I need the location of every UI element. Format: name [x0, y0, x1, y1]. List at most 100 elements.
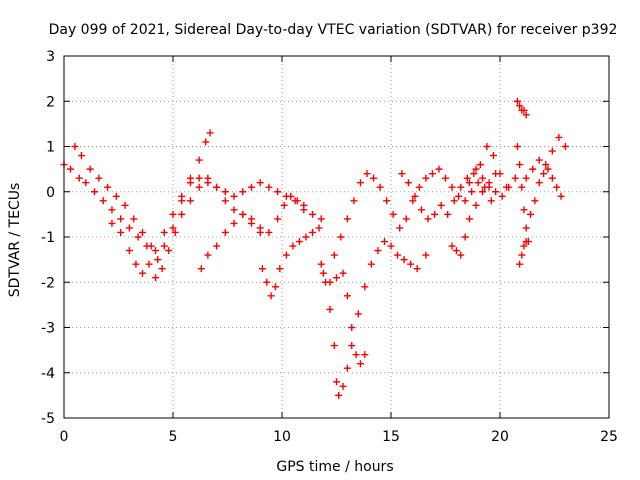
data-point — [95, 174, 103, 182]
data-point — [452, 247, 460, 255]
series-11 — [465, 165, 519, 200]
data-point — [548, 147, 556, 155]
data-point — [130, 215, 138, 223]
data-point — [442, 174, 449, 182]
data-point — [350, 197, 358, 205]
data-point — [489, 152, 497, 160]
y-tick-label: 3 — [46, 49, 55, 65]
y-tick-label: 1 — [46, 140, 55, 156]
data-point — [67, 165, 75, 173]
data-point — [169, 224, 177, 232]
y-tick-label: -3 — [41, 321, 55, 337]
data-point — [370, 174, 378, 182]
data-point — [343, 292, 351, 300]
x-tick-labels: 0 5 10 15 20 25 — [60, 429, 618, 445]
data-point — [492, 170, 500, 178]
data-point — [77, 152, 85, 160]
data-point — [265, 183, 273, 191]
data-point — [404, 179, 412, 187]
x-tick-label: 20 — [491, 429, 509, 445]
data-point — [400, 256, 408, 264]
series-8 — [330, 165, 495, 259]
data-point — [431, 210, 439, 218]
data-point — [195, 156, 203, 164]
data-point — [195, 174, 203, 182]
data-point — [267, 292, 275, 300]
series-2 — [71, 129, 214, 264]
data-point — [160, 242, 168, 250]
data-point — [289, 242, 297, 250]
data-point — [463, 174, 471, 182]
data-point — [465, 215, 473, 223]
data-point — [376, 183, 384, 191]
data-point — [522, 238, 530, 246]
data-point — [516, 102, 524, 110]
x-tick-label: 25 — [600, 429, 618, 445]
y-tick-label: -2 — [41, 275, 55, 291]
data-point — [461, 233, 469, 241]
data-point — [247, 183, 255, 191]
data-point — [204, 174, 212, 182]
data-point — [134, 233, 142, 241]
data-point — [352, 351, 360, 359]
data-point — [548, 174, 556, 182]
data-point — [448, 183, 456, 191]
plot-data — [60, 97, 569, 399]
data-point — [398, 170, 406, 178]
series-13 — [513, 143, 532, 246]
data-point — [145, 260, 153, 268]
x-axis-title: GPS time / hours — [276, 459, 393, 475]
data-point — [247, 215, 255, 223]
data-point — [457, 251, 465, 259]
data-point — [498, 192, 506, 200]
data-point — [544, 165, 552, 173]
data-point — [518, 183, 526, 191]
data-point — [387, 242, 395, 250]
data-point — [276, 265, 284, 273]
y-tick-label: -5 — [41, 411, 55, 427]
data-point — [513, 143, 521, 150]
data-point — [75, 174, 83, 182]
data-point — [468, 188, 476, 196]
data-point — [522, 111, 530, 119]
data-point — [282, 251, 290, 259]
data-point — [492, 188, 500, 196]
data-point — [529, 165, 537, 173]
data-point — [337, 233, 345, 241]
data-point — [513, 97, 521, 105]
data-point — [309, 228, 317, 236]
data-point — [300, 206, 308, 214]
data-point — [472, 165, 480, 173]
data-point — [435, 165, 443, 173]
data-point — [206, 129, 214, 137]
data-point — [230, 192, 238, 200]
data-point — [389, 210, 397, 218]
data-point — [112, 192, 120, 200]
data-point — [374, 247, 382, 255]
data-point — [422, 251, 430, 259]
data-point — [472, 201, 480, 209]
data-point — [520, 206, 528, 214]
data-point — [424, 215, 432, 223]
data-point — [317, 260, 325, 268]
series-3 — [108, 174, 264, 282]
data-point — [448, 242, 456, 250]
data-point — [317, 215, 325, 223]
data-point — [363, 170, 371, 178]
data-point — [202, 138, 210, 146]
data-point — [522, 174, 530, 182]
y-axis-title: SDTVAR / TECUs — [7, 183, 23, 298]
data-point — [461, 197, 469, 205]
data-point — [518, 251, 526, 259]
data-point — [239, 210, 247, 218]
data-point — [258, 265, 266, 273]
data-point — [71, 143, 79, 150]
data-point — [265, 228, 273, 236]
data-point — [531, 197, 539, 205]
data-point — [555, 133, 563, 141]
data-point — [335, 391, 343, 399]
data-point — [195, 183, 203, 191]
data-point — [274, 215, 282, 223]
data-point — [186, 174, 194, 182]
